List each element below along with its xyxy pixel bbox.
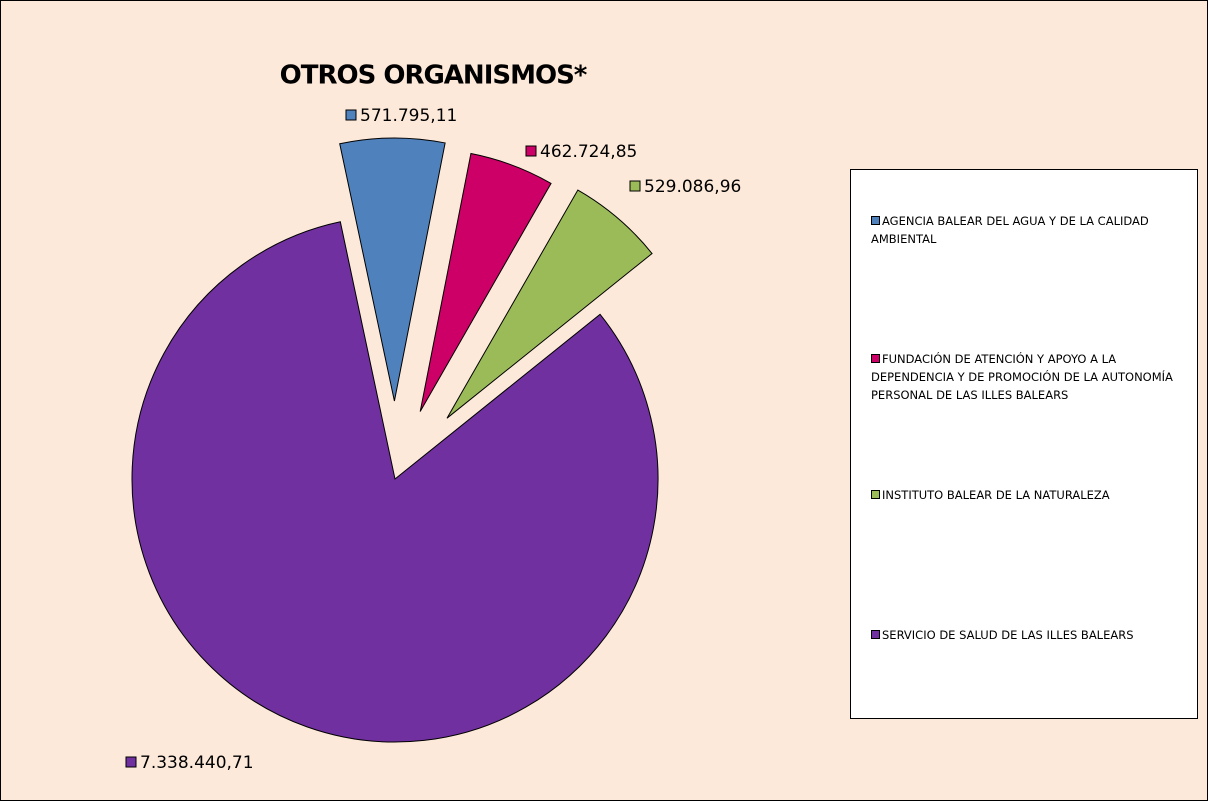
- value-label: 571.795,11: [360, 106, 457, 126]
- value-label: 7.338.440,71: [140, 753, 254, 773]
- legend-label: SERVICIO DE SALUD DE LAS ILLES BALEARS: [882, 628, 1134, 642]
- label-swatch: [525, 145, 537, 157]
- legend-label: FUNDACIÓN DE ATENCIÓN Y APOYO A LA DEPEN…: [871, 352, 1173, 402]
- legend-entry: AGENCIA BALEAR DEL AGUA Y DE LA CALIDAD …: [871, 212, 1181, 248]
- legend-entry: SERVICIO DE SALUD DE LAS ILLES BALEARS: [871, 626, 1181, 644]
- pie-slice: [339, 137, 446, 402]
- value-label: 529.086,96: [644, 177, 741, 197]
- legend-entry: INSTITUTO BALEAR DE LA NATURALEZA: [871, 486, 1181, 504]
- chart-title: OTROS ORGANISMOS*: [280, 61, 588, 91]
- label-swatch: [125, 756, 137, 768]
- legend-label: INSTITUTO BALEAR DE LA NATURALEZA: [882, 488, 1110, 502]
- legend: AGENCIA BALEAR DEL AGUA Y DE LA CALIDAD …: [850, 169, 1198, 719]
- legend-swatch: [871, 630, 880, 639]
- legend-swatch: [871, 354, 880, 363]
- label-swatch: [629, 180, 641, 192]
- pie-slice: [419, 152, 552, 412]
- legend-swatch: [871, 216, 880, 225]
- label-swatch: [345, 109, 357, 121]
- pie-slice: [446, 189, 653, 419]
- value-label: 462.724,85: [540, 142, 637, 162]
- pie-slice: [131, 221, 659, 743]
- legend-swatch: [871, 490, 880, 499]
- legend-entry: FUNDACIÓN DE ATENCIÓN Y APOYO A LA DEPEN…: [871, 350, 1181, 404]
- legend-label: AGENCIA BALEAR DEL AGUA Y DE LA CALIDAD …: [871, 214, 1149, 246]
